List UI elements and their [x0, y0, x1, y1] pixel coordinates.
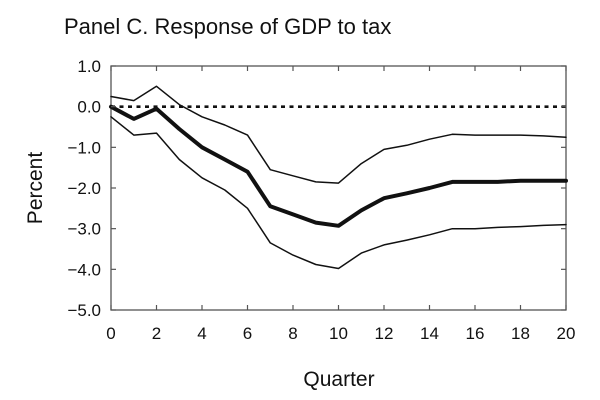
y-axis: 1.0 0.0 −1.0 −2.0 −3.0 −4.0 −5.0 — [67, 57, 566, 320]
x-tick-label: 10 — [329, 324, 348, 343]
point-estimate-line — [109, 104, 568, 228]
x-tick-label: 14 — [420, 324, 439, 343]
chart-title: Panel C. Response of GDP to tax — [64, 14, 391, 39]
y-tick-label: −4.0 — [67, 260, 101, 279]
series-layer — [109, 85, 568, 270]
x-tick-label: 12 — [375, 324, 394, 343]
x-tick-label: 0 — [106, 324, 115, 343]
y-tick-label: −5.0 — [67, 301, 101, 320]
y-tick-label: 1.0 — [77, 57, 101, 76]
y-tick-label: −2.0 — [67, 179, 101, 198]
x-tick-label: 4 — [197, 324, 206, 343]
upper-band-line — [110, 85, 567, 184]
y-tick-label: −1.0 — [67, 138, 101, 157]
x-tick-label: 2 — [152, 324, 161, 343]
x-axis: 0 2 4 6 8 10 12 14 16 18 20 — [106, 66, 575, 343]
x-tick-label: 18 — [511, 324, 530, 343]
lower-band-line — [110, 116, 567, 270]
x-tick-label: 20 — [557, 324, 576, 343]
x-axis-label: Quarter — [303, 368, 374, 391]
plot-border — [110, 65, 567, 311]
x-tick-label: 6 — [243, 324, 252, 343]
plot-area — [110, 65, 567, 311]
y-tick-label: −3.0 — [67, 220, 101, 239]
x-tick-label: 8 — [288, 324, 297, 343]
y-tick-label: 0.0 — [77, 98, 101, 117]
x-tick-label: 16 — [466, 324, 485, 343]
y-axis-label: Percent — [24, 152, 47, 225]
